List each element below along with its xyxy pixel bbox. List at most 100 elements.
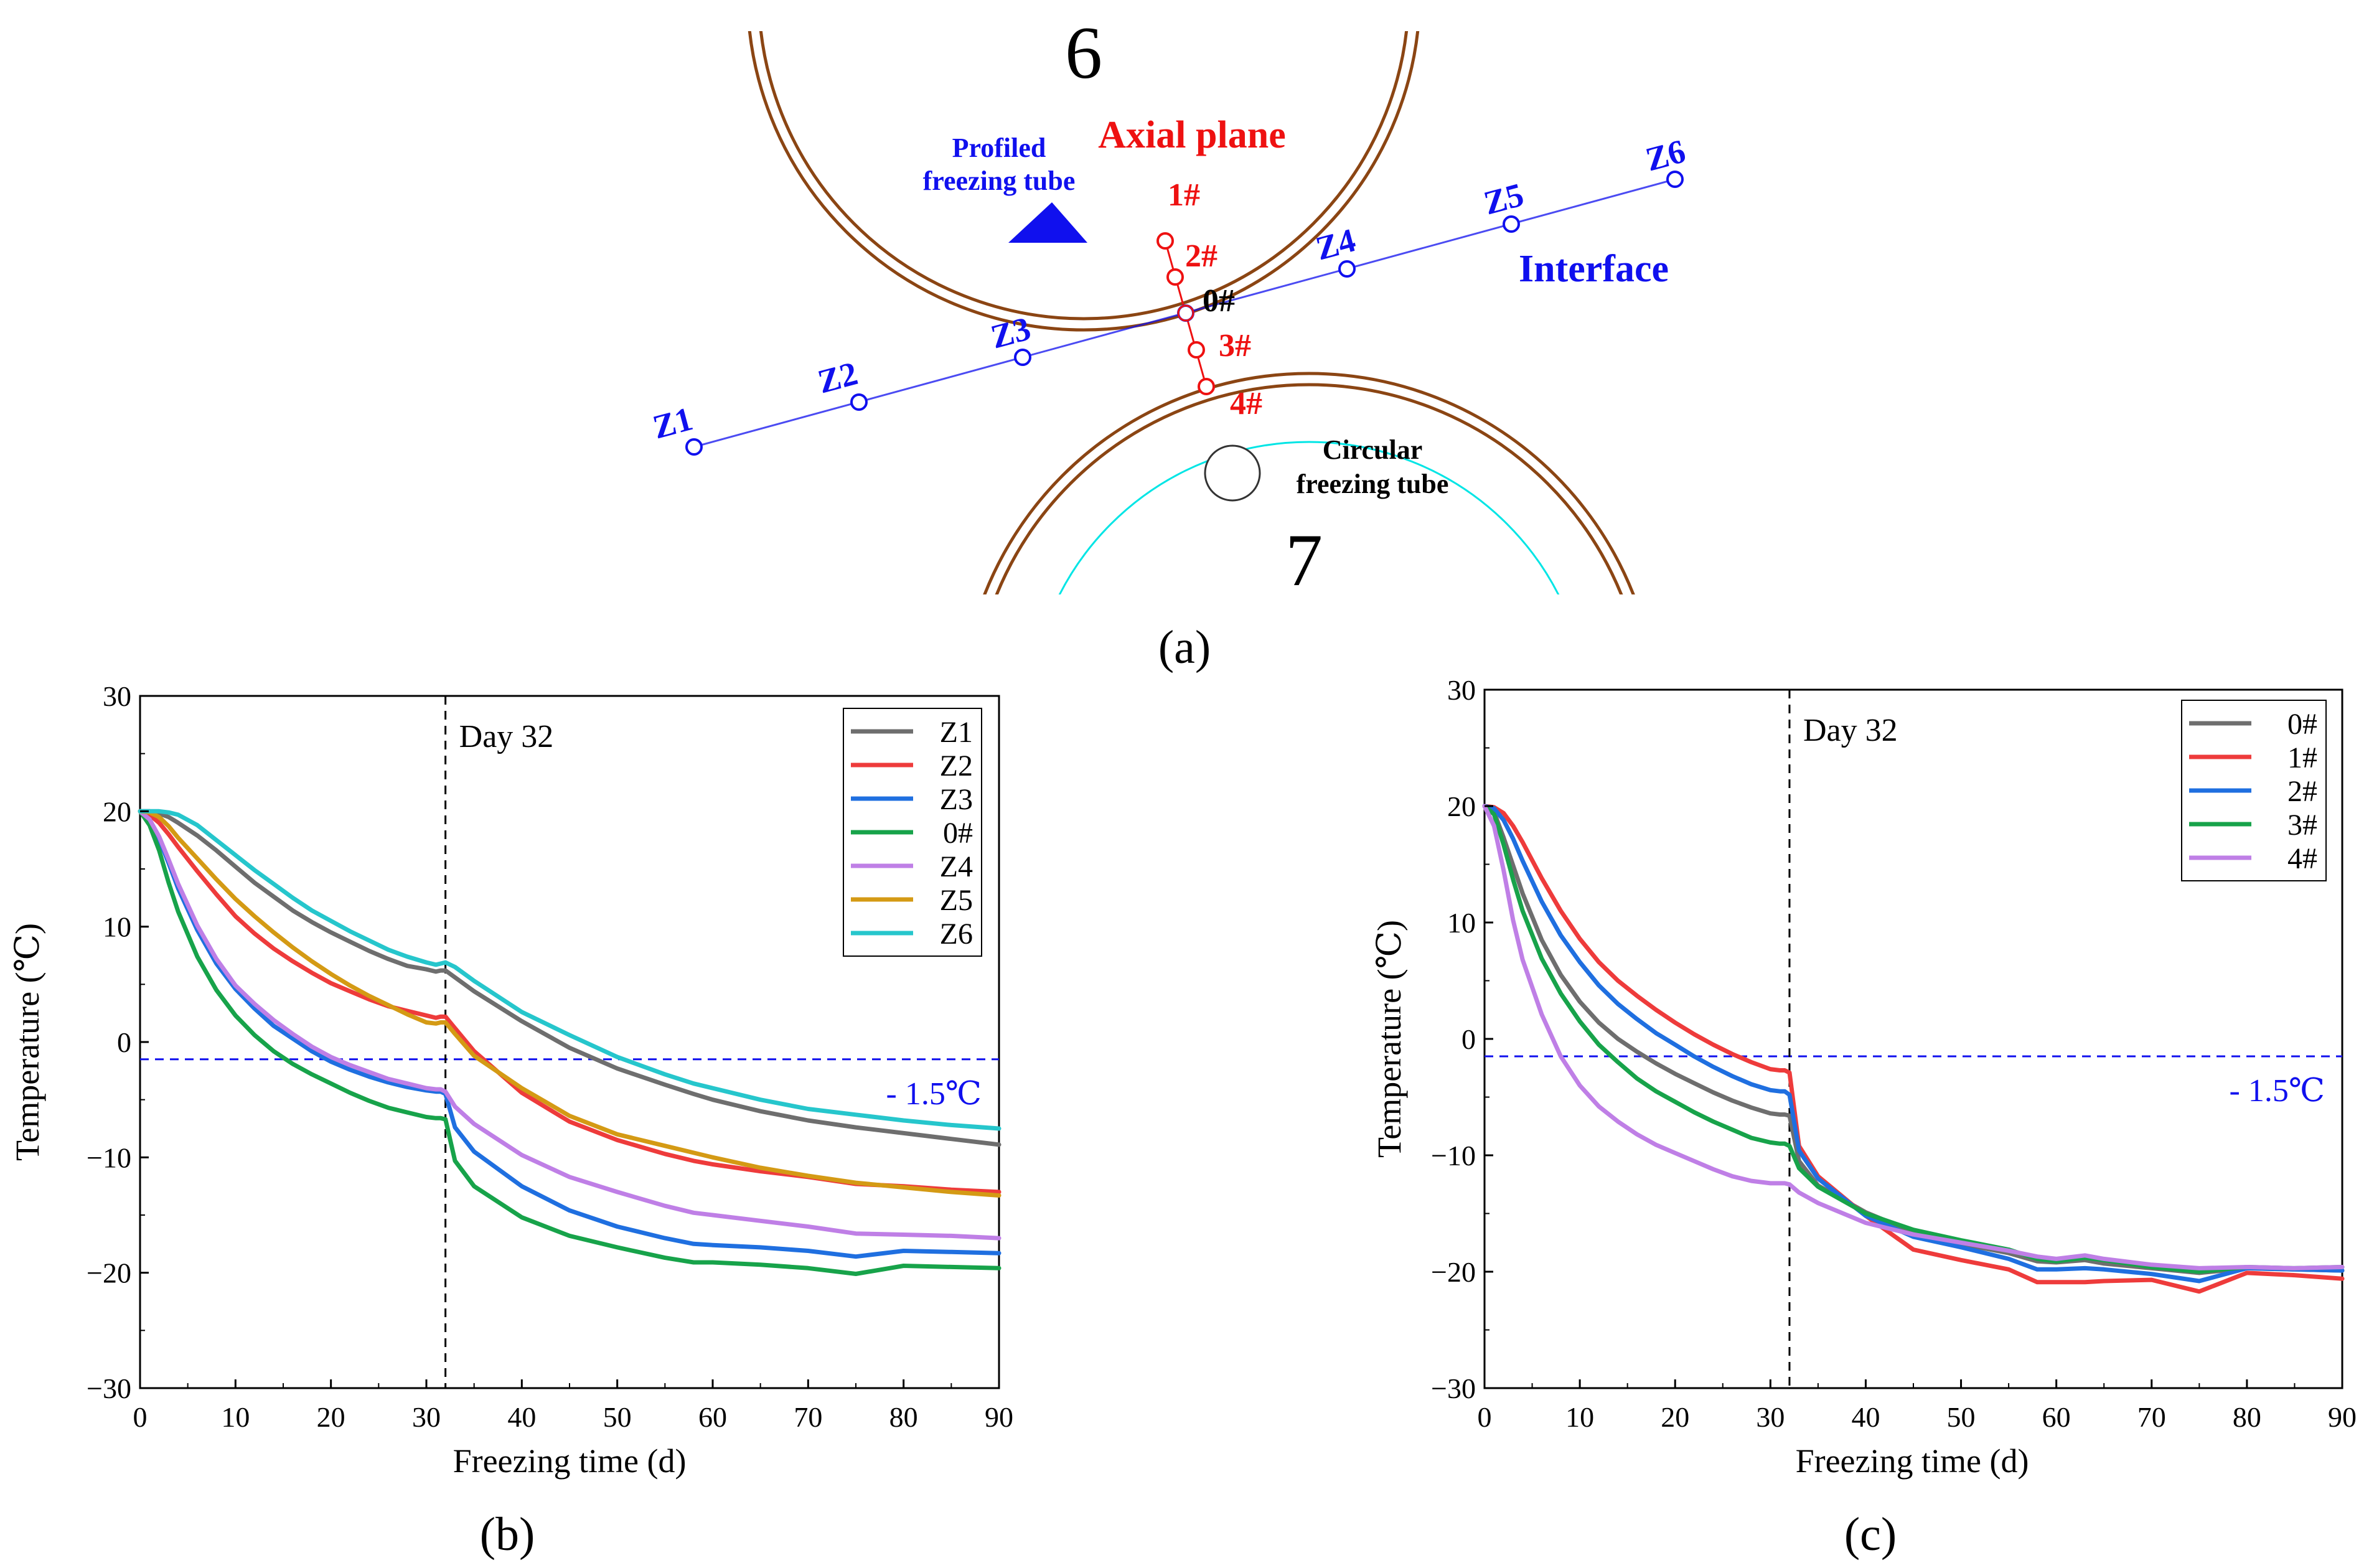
- series-line-0-hash: [138, 809, 1002, 1276]
- label-1: 1#: [1168, 177, 1200, 213]
- inner-cyan-circle: [1058, 441, 1560, 594]
- y-tick-label: −10: [1431, 1140, 1476, 1171]
- legend-label: Z2: [940, 749, 973, 782]
- y-tick-label: 0: [117, 1026, 131, 1058]
- profiled-freezing-tube-icon: [1008, 202, 1087, 243]
- label-z4: Z4: [1312, 221, 1359, 267]
- legend-label: Z1: [940, 716, 973, 749]
- legend-label: 4#: [2287, 842, 2317, 875]
- point-z2: [850, 393, 868, 411]
- y-tick-label: −30: [1431, 1373, 1476, 1404]
- y-tick-label: −10: [87, 1142, 131, 1173]
- y-tick-label: −30: [87, 1373, 131, 1404]
- y-tick-label: −20: [87, 1257, 131, 1289]
- legend-label: 2#: [2287, 775, 2317, 808]
- y-tick-label: 30: [103, 680, 131, 712]
- series-line-Z5: [138, 809, 1002, 1198]
- circular-tube-label-line2: freezing tube: [1297, 469, 1449, 499]
- ring-6-inner: [759, 31, 1408, 321]
- chart-c-series-group: [1482, 804, 2345, 1294]
- profiled-tube-label-line2: freezing tube: [923, 166, 1076, 196]
- x-tick-label: 60: [698, 1401, 727, 1433]
- y-tick-label: 10: [103, 911, 131, 943]
- series-line-Z3: [138, 809, 1002, 1259]
- series-line-1-hash: [1482, 804, 2345, 1294]
- label-3: 3#: [1219, 328, 1251, 364]
- y-tick-label: 0: [1461, 1023, 1476, 1055]
- chart-b-day32-label: Day 32: [459, 719, 554, 754]
- point-z5: [1503, 215, 1520, 233]
- x-tick-label: 20: [317, 1401, 345, 1433]
- point-0-axial: [1177, 304, 1194, 322]
- x-tick-label: 40: [1851, 1401, 1880, 1433]
- ring-7-outer: [983, 372, 1635, 594]
- label-2: 2#: [1185, 238, 1217, 274]
- y-tick-label: 20: [1447, 791, 1476, 822]
- x-tick-label: 0: [133, 1401, 148, 1433]
- x-tick-label: 90: [985, 1401, 1013, 1433]
- chart-b: 0 10 20 30 40 50 60 70 80 90 −30 −20 −10 0 10 20 30 Day …: [9, 680, 1013, 1561]
- x-tick-label: 70: [794, 1401, 822, 1433]
- x-tick-label: 10: [1565, 1401, 1594, 1433]
- chart-b-x-axis-label: Freezing time (d): [453, 1442, 687, 1480]
- label-z1: Z1: [649, 400, 697, 446]
- point-z4: [1338, 260, 1356, 278]
- x-tick-label: 60: [2042, 1401, 2071, 1433]
- legend-label: 1#: [2287, 741, 2317, 774]
- series-line-Z4: [138, 809, 1002, 1241]
- x-tick-label: 20: [1661, 1401, 1689, 1433]
- x-tick-label: 10: [221, 1401, 250, 1433]
- caption-c: (c): [1844, 1508, 1897, 1561]
- legend-label: 0#: [2287, 708, 2317, 741]
- axial-plane-label: Axial plane: [1098, 114, 1285, 156]
- circular-freezing-tube-icon: [1204, 444, 1261, 502]
- legend-label: 3#: [2287, 809, 2317, 842]
- x-tick-label: 70: [2137, 1401, 2166, 1433]
- series-line-4-hash: [1482, 804, 2345, 1270]
- chart-c-threshold-label: - 1.5℃: [2230, 1073, 2325, 1109]
- ring-label-6: 6: [1065, 11, 1102, 94]
- point-1: [1156, 232, 1174, 250]
- x-tick-label: 90: [2328, 1401, 2357, 1433]
- label-z5: Z5: [1480, 176, 1527, 222]
- legend-label: 0#: [943, 817, 973, 850]
- label-z6: Z6: [1642, 132, 1689, 178]
- chart-b-ticks: 0 10 20 30 40 50 60 70 80 90 −30 −20 −10 0 10 20 30: [87, 680, 1013, 1433]
- profiled-tube-label-line1: Profiled: [952, 133, 1046, 163]
- y-tick-label: 30: [1447, 674, 1476, 706]
- caption-a: (a): [1158, 621, 1211, 674]
- chart-c: 0 10 20 30 40 50 60 70 80 90 −30 −20 −10 0 10 20 30 Day …: [1371, 674, 2357, 1561]
- label-4: 4#: [1230, 386, 1262, 421]
- label-z2: Z2: [814, 354, 861, 400]
- y-tick-label: 20: [103, 796, 131, 827]
- legend-label: Z4: [940, 850, 973, 883]
- x-tick-label: 30: [1756, 1401, 1785, 1433]
- ring-6-outer: [748, 31, 1420, 332]
- ring-label-7: 7: [1285, 519, 1323, 601]
- x-tick-label: 80: [889, 1401, 918, 1433]
- legend-label: Z5: [940, 884, 973, 917]
- chart-c-legend: 0#1#2#3#4#: [2181, 700, 2327, 881]
- circular-tube-label-line1: Circular: [1323, 434, 1423, 465]
- caption-b: (b): [480, 1508, 535, 1561]
- ring-7-inner: [995, 383, 1623, 594]
- point-2: [1166, 268, 1184, 286]
- x-tick-label: 50: [603, 1401, 632, 1433]
- chart-b-threshold-label: - 1.5℃: [886, 1076, 982, 1112]
- point-z6: [1666, 171, 1684, 188]
- chart-c-ticks: 0 10 20 30 40 50 60 70 80 90 −30 −20 −10 0 10 20 30: [1431, 674, 2357, 1433]
- chart-b-series-group: [138, 809, 1002, 1276]
- label-0: 0#: [1203, 283, 1235, 319]
- chart-c-x-axis-label: Freezing time (d): [1796, 1442, 2029, 1480]
- series-line-0-hash: [1482, 804, 2345, 1275]
- legend-label: Z3: [940, 783, 973, 816]
- legend-label: Z6: [940, 918, 973, 951]
- y-tick-label: −20: [1431, 1256, 1476, 1288]
- point-z1: [685, 438, 703, 456]
- point-4: [1198, 378, 1215, 395]
- x-tick-label: 0: [1478, 1401, 1492, 1433]
- interface-label: Interface: [1519, 248, 1669, 290]
- series-line-Z6: [138, 809, 1002, 1131]
